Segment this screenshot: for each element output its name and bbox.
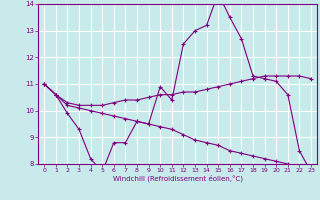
X-axis label: Windchill (Refroidissement éolien,°C): Windchill (Refroidissement éolien,°C): [113, 175, 243, 182]
